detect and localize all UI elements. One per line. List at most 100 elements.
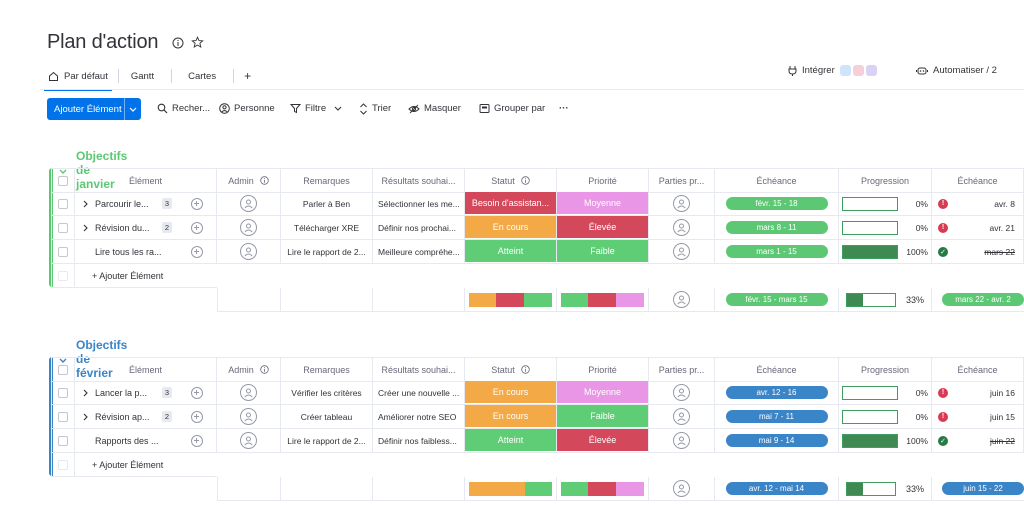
cell-parties[interactable] [649, 240, 715, 264]
cell-progress[interactable]: 0% [839, 405, 932, 429]
add-item-label[interactable]: + Ajouter Élément [92, 270, 164, 281]
status-label[interactable]: En cours [465, 381, 556, 403]
add-item-row[interactable]: + Ajouter Élément [51, 453, 217, 477]
cell-admin[interactable] [217, 429, 281, 453]
column-header-progress[interactable]: Progression [839, 169, 932, 193]
column-header-element[interactable]: Élément [75, 358, 217, 382]
cell-remarks[interactable]: Créer tableau [281, 405, 373, 429]
status-label[interactable]: En cours [465, 405, 556, 427]
cell-date[interactable]: ! juin 15 [932, 405, 1024, 429]
row-checkbox[interactable] [58, 387, 68, 398]
cell-sub[interactable] [177, 429, 217, 453]
item-name[interactable]: Lancer la p... [95, 387, 148, 398]
cell-progress[interactable]: 0% [839, 216, 932, 240]
cell-date[interactable]: ! avr. 8 [932, 192, 1024, 216]
cell-check[interactable] [51, 192, 75, 216]
item-name[interactable]: Révision ap... [95, 411, 150, 422]
column-header-priority[interactable]: Priorité [557, 169, 649, 193]
cell-status[interactable]: En cours [465, 405, 557, 429]
chevron-right-icon[interactable] [75, 389, 95, 397]
add-update-icon[interactable] [190, 410, 203, 423]
column-header-remarks[interactable]: Remarques [281, 169, 373, 193]
cell-element[interactable]: Révision ap... 2 [75, 405, 177, 429]
cell-status[interactable]: Atteint [465, 429, 557, 453]
status-distribution-bar[interactable] [469, 292, 552, 307]
due-date[interactable]: juin 16 [989, 387, 1015, 398]
cell-element[interactable]: Rapports des ... [75, 429, 177, 453]
timeline-pill[interactable]: mai 9 - 14 [725, 434, 828, 447]
column-header-remarks[interactable]: Remarques [281, 358, 373, 382]
avatar-placeholder-icon[interactable] [673, 384, 690, 401]
cell-parties[interactable] [649, 405, 715, 429]
table-row[interactable]: Lancer la p... 3 Vérifier les critères Crée… [51, 381, 1024, 405]
column-header-progress[interactable]: Progression [839, 358, 932, 382]
status-label[interactable]: En cours [465, 216, 556, 238]
cell-timeline[interactable]: mai 9 - 14 [715, 429, 839, 453]
cell-timeline[interactable]: mars 1 - 15 [715, 240, 839, 264]
search-button[interactable]: Recher... [157, 102, 210, 115]
automate-button[interactable]: Automatiser / 2 [916, 63, 997, 77]
cell-timeline[interactable]: mai 7 - 11 [715, 405, 839, 429]
due-date[interactable]: juin 22 [989, 435, 1015, 446]
integrate-button[interactable]: Intégrer [787, 63, 877, 77]
add-update-icon[interactable] [190, 245, 203, 258]
more-options-button[interactable]: ··· [559, 103, 569, 114]
cell-results[interactable]: Améliorer notre SEO [373, 405, 465, 429]
cell-status[interactable]: Atteint [465, 240, 557, 264]
timeline-pill[interactable]: mai 7 - 11 [725, 410, 828, 423]
add-item-cell[interactable]: + Ajouter Élément [75, 264, 217, 288]
cell-results[interactable]: Meilleure compréhe... [373, 240, 465, 264]
timeline-pill[interactable]: avr. 12 - 16 [725, 386, 828, 399]
item-name[interactable]: Lire tous les ra... [95, 246, 162, 257]
table-row[interactable]: Rapports des ... Lire le rapport de 2... D… [51, 429, 1024, 453]
cell-parties[interactable] [649, 216, 715, 240]
due-date[interactable]: avr. 21 [989, 222, 1015, 233]
table-row[interactable]: Parcourir le... 3 Parler à Ben Sélectionner… [51, 192, 1024, 216]
add-item-label[interactable]: + Ajouter Élément [92, 459, 164, 470]
avatar-placeholder-icon[interactable] [240, 384, 257, 401]
select-all-checkbox[interactable] [58, 175, 68, 186]
cell-sub[interactable] [177, 216, 217, 240]
priority-label[interactable]: Faible [557, 405, 648, 427]
column-header-parties[interactable]: Parties pr... [649, 358, 715, 382]
filter-button[interactable]: Filtre [290, 102, 346, 115]
column-header-element[interactable]: Élément [75, 169, 217, 193]
item-name[interactable]: Parcourir le... [95, 198, 149, 209]
table-row[interactable]: Révision du... 2 Télécharger XRE Définir no… [51, 216, 1024, 240]
cell-results[interactable]: Définir nos prochai... [373, 216, 465, 240]
column-header-date[interactable]: Échéance [932, 169, 1024, 193]
add-update-icon[interactable] [190, 434, 203, 447]
cell-timeline[interactable]: févr. 15 - 18 [715, 192, 839, 216]
status-label[interactable]: Atteint [465, 429, 556, 451]
cell-timeline[interactable]: mars 8 - 11 [715, 216, 839, 240]
cell-priority[interactable]: Élevée [557, 429, 649, 453]
tab-gantt[interactable]: Gantt [130, 70, 155, 82]
cell-admin[interactable] [217, 381, 281, 405]
person-filter-button[interactable]: Personne [219, 102, 275, 115]
cell-priority[interactable]: Élevée [557, 216, 649, 240]
cell-progress[interactable]: 100% [839, 429, 932, 453]
avatar-placeholder-icon[interactable] [240, 219, 257, 236]
add-item-row[interactable]: + Ajouter Élément [51, 264, 217, 288]
column-header-timeline[interactable]: Échéance [715, 358, 839, 382]
cell-progress[interactable]: 0% [839, 381, 932, 405]
priority-label[interactable]: Moyenne [557, 192, 648, 214]
add-update-icon[interactable] [190, 221, 203, 234]
status-distribution-bar[interactable] [469, 481, 552, 496]
chevron-right-icon[interactable] [75, 413, 95, 421]
priority-label[interactable]: Élevée [557, 429, 648, 451]
due-date[interactable]: juin 15 [989, 411, 1015, 422]
cell-element[interactable]: Révision du... 2 [75, 216, 177, 240]
cell-status[interactable]: En cours [465, 216, 557, 240]
info-icon[interactable] [171, 36, 184, 49]
group-title[interactable]: Objectifs de février [59, 338, 127, 380]
column-header-priority[interactable]: Priorité [557, 358, 649, 382]
cell-priority[interactable]: Moyenne [557, 192, 649, 216]
cell-remarks[interactable]: Vérifier les critères [281, 381, 373, 405]
column-header-timeline[interactable]: Échéance [715, 169, 839, 193]
add-view-button[interactable]: + [244, 69, 252, 83]
group-by-button[interactable]: Grouper par [479, 102, 545, 115]
info-icon[interactable] [260, 365, 269, 374]
cell-check[interactable] [51, 381, 75, 405]
avatar-placeholder-icon[interactable] [673, 432, 690, 449]
